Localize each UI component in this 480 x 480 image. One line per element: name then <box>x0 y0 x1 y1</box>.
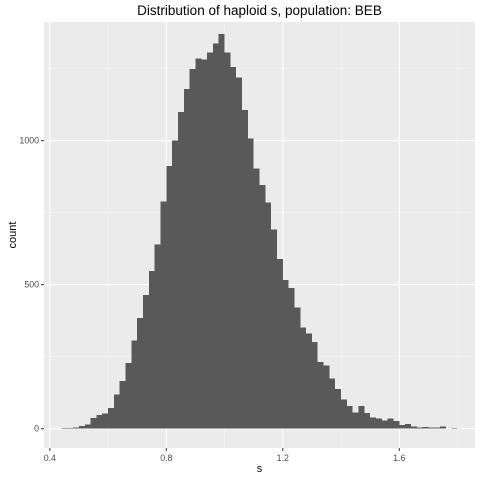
y-tick-label: 0 <box>34 424 39 434</box>
histogram-bar <box>306 333 312 429</box>
histogram-bar <box>346 406 353 429</box>
histogram-bar <box>434 427 441 429</box>
histogram-bar <box>73 427 79 429</box>
histogram-bar <box>329 378 336 429</box>
histogram-bar <box>393 421 400 429</box>
histogram-bar <box>399 425 406 429</box>
histogram-bar <box>364 412 371 429</box>
histogram-bar <box>212 43 219 429</box>
histogram-bar <box>108 407 114 429</box>
histogram-bar <box>294 307 301 429</box>
histogram-bar <box>352 412 359 429</box>
histogram-bar <box>405 423 411 429</box>
histogram-bar <box>102 413 109 429</box>
histogram-bar <box>247 138 254 429</box>
histogram-bar <box>253 168 260 429</box>
histogram-bar <box>131 340 138 429</box>
histogram-bar <box>276 258 283 429</box>
x-tick-label: 1.2 <box>277 453 289 463</box>
histogram-bar <box>323 365 330 429</box>
histogram-bar <box>230 66 237 429</box>
histogram-bar <box>125 363 132 429</box>
histogram-bar <box>143 295 149 429</box>
histogram-bar <box>90 417 97 429</box>
histogram-bar <box>224 52 231 429</box>
histogram-bar <box>317 361 324 429</box>
histogram-bar <box>183 88 190 429</box>
histogram-bar <box>172 140 178 429</box>
y-tick-label: 500 <box>24 280 39 290</box>
histogram-bar <box>160 201 167 429</box>
histogram-bar <box>271 229 277 429</box>
histogram-bar <box>242 110 248 429</box>
histogram-bar <box>137 317 144 429</box>
x-axis-title: s <box>257 463 263 475</box>
x-tick-label: 1.6 <box>393 453 405 463</box>
histogram-bar <box>451 427 458 429</box>
histogram-bar <box>201 59 208 429</box>
histogram-bar <box>300 327 307 429</box>
histogram-bar <box>440 426 446 429</box>
histogram-bar <box>381 420 388 429</box>
histogram-bar <box>207 52 213 429</box>
histogram-bar <box>67 428 74 429</box>
histogram-bar <box>282 279 289 429</box>
x-tick-label: 0.8 <box>160 453 172 463</box>
histogram-bar <box>428 427 435 429</box>
histogram-bar <box>78 426 85 429</box>
histogram-bar <box>166 166 173 429</box>
histogram-bar <box>84 424 91 429</box>
histogram-bar <box>154 244 161 429</box>
histogram-bar <box>416 427 423 429</box>
y-tick-label: 1000 <box>19 136 39 146</box>
histogram-bar <box>265 202 272 429</box>
histogram-bar <box>113 394 120 429</box>
histogram-bar <box>311 342 318 429</box>
y-axis-title: count <box>7 222 19 249</box>
histogram-bar <box>189 68 196 429</box>
histogram-bar <box>218 33 225 429</box>
histogram-bar <box>410 426 417 429</box>
histogram-bar <box>236 77 243 429</box>
histogram-bar <box>375 418 382 429</box>
histogram-bar <box>119 380 126 429</box>
histogram-bar <box>422 426 429 429</box>
histogram-bar <box>341 399 347 429</box>
histogram-bar <box>335 388 342 429</box>
histogram-bars <box>61 33 458 429</box>
histogram-bar <box>358 405 365 429</box>
histogram-bar <box>177 111 184 429</box>
histogram-bar <box>148 270 155 429</box>
x-axis-ticks: 0.4 0.8 1.2 1.6 <box>44 448 406 463</box>
y-axis-ticks: 0 500 1000 <box>19 136 44 434</box>
histogram-bar <box>259 185 266 429</box>
x-tick-label: 0.4 <box>44 453 56 463</box>
histogram-bar <box>96 415 103 429</box>
histogram-bar <box>370 417 376 429</box>
histogram-bar <box>387 418 394 429</box>
histogram-bar <box>288 288 295 429</box>
histogram-bar <box>61 428 68 429</box>
histogram-bar <box>195 58 202 429</box>
chart-title: Distribution of haploid s, population: B… <box>137 3 382 18</box>
